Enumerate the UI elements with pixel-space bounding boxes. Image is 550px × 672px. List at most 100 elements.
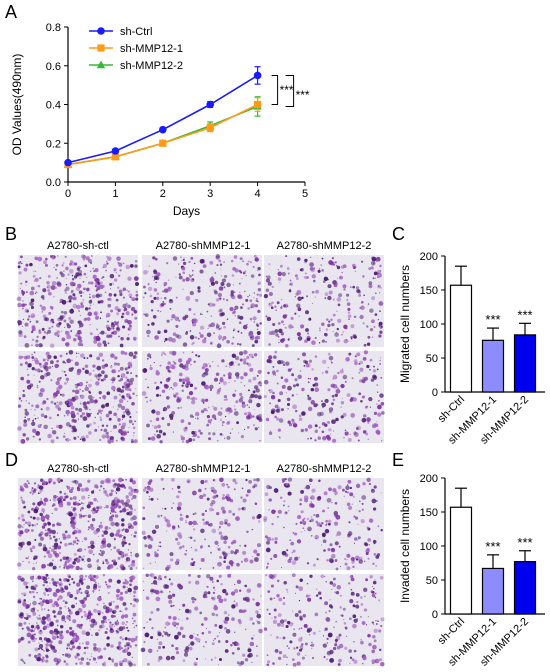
- stained-cell: [220, 583, 223, 586]
- stained-cell: [285, 624, 289, 629]
- stained-cell: [115, 298, 119, 302]
- stained-cell: [175, 651, 180, 655]
- stained-cell: [33, 414, 36, 416]
- stained-cell: [31, 338, 35, 341]
- stained-cell: [246, 362, 249, 365]
- stained-cell: [99, 624, 103, 629]
- stained-cell: [246, 415, 251, 420]
- stained-cell: [257, 395, 262, 400]
- stained-cell: [312, 657, 314, 659]
- stained-cell: [146, 662, 150, 666]
- stained-cell: [334, 261, 337, 264]
- stained-cell: [197, 574, 201, 579]
- stained-cell: [335, 567, 339, 571]
- stained-cell: [378, 629, 382, 633]
- stained-cell: [276, 417, 280, 421]
- stained-cell: [244, 658, 249, 662]
- stained-cell: [242, 597, 247, 601]
- stained-cell: [376, 500, 378, 502]
- stained-cell: [41, 563, 46, 569]
- stained-cell: [171, 350, 177, 356]
- stained-cell: [266, 608, 269, 611]
- stained-cell: [39, 365, 43, 368]
- stained-cell: [372, 539, 377, 544]
- stained-cell: [112, 369, 117, 374]
- stained-cell: [268, 331, 273, 336]
- stained-cell: [146, 490, 149, 494]
- stained-cell: [94, 399, 98, 403]
- stained-cell: [287, 368, 292, 372]
- stained-cell: [330, 360, 332, 363]
- stained-cell: [372, 644, 377, 650]
- stained-cell: [32, 359, 34, 362]
- x-tick-label: sh-Ctrl: [436, 394, 467, 425]
- stained-cell: [104, 526, 109, 530]
- stained-cell: [38, 505, 41, 507]
- stained-cell: [116, 312, 120, 316]
- stained-cell: [66, 643, 71, 647]
- stained-cell: [284, 326, 287, 329]
- stained-cell: [365, 432, 369, 436]
- stained-cell: [119, 510, 122, 513]
- stained-cell: [55, 380, 60, 386]
- stained-cell: [307, 437, 309, 440]
- stained-cell: [277, 398, 281, 403]
- stained-cell: [283, 526, 285, 529]
- stained-cell: [166, 405, 171, 409]
- stained-cell: [379, 359, 381, 362]
- stained-cell: [341, 333, 343, 336]
- column-header-mmp12-2: A2780-shMMP12-2: [277, 463, 372, 475]
- stained-cell: [69, 631, 74, 636]
- stained-cell: [27, 482, 30, 485]
- stained-cell: [379, 357, 382, 359]
- stained-cell: [328, 290, 333, 295]
- stained-cell: [154, 561, 156, 563]
- stained-cell: [132, 515, 137, 521]
- stained-cell: [117, 551, 120, 553]
- stained-cell: [96, 647, 102, 653]
- stained-cell: [321, 269, 324, 272]
- stained-cell: [274, 537, 278, 541]
- stained-cell: [309, 483, 311, 485]
- stained-cell: [76, 383, 80, 387]
- stained-cell: [268, 388, 273, 394]
- stained-cell: [133, 595, 136, 598]
- stained-cell: [277, 622, 281, 627]
- stained-cell: [367, 303, 370, 305]
- stained-cell: [56, 624, 59, 627]
- stained-cell: [74, 480, 77, 483]
- stained-cell: [255, 388, 260, 393]
- stained-cell: [34, 368, 38, 372]
- stained-cell: [128, 542, 131, 546]
- stained-cell: [73, 436, 77, 440]
- stained-cell: [156, 607, 160, 612]
- stained-cell: [146, 396, 148, 399]
- stained-cell: [227, 485, 230, 489]
- stained-cell: [156, 272, 161, 277]
- stained-cell: [18, 600, 22, 604]
- stained-cell: [310, 501, 312, 503]
- stained-cell: [246, 489, 251, 494]
- stained-cell: [100, 404, 106, 409]
- stained-cell: [367, 421, 370, 424]
- stained-cell: [281, 271, 286, 277]
- stained-cell: [242, 324, 248, 330]
- stained-cell: [298, 556, 300, 559]
- stained-cell: [236, 661, 240, 665]
- stained-cell: [344, 490, 348, 493]
- stained-cell: [217, 561, 222, 567]
- stained-cell: [156, 650, 159, 652]
- stained-cell: [103, 530, 109, 535]
- stained-cell: [372, 634, 376, 639]
- stained-cell: [352, 397, 357, 402]
- stained-cell: [107, 342, 110, 345]
- stained-cell: [145, 596, 150, 600]
- stained-cell: [118, 477, 123, 483]
- stained-cell: [134, 316, 138, 320]
- stained-cell: [46, 286, 49, 289]
- stained-cell: [350, 336, 353, 339]
- stained-cell: [55, 268, 57, 271]
- stained-cell: [366, 325, 369, 328]
- stained-cell: [39, 629, 42, 632]
- stained-cell: [56, 532, 59, 534]
